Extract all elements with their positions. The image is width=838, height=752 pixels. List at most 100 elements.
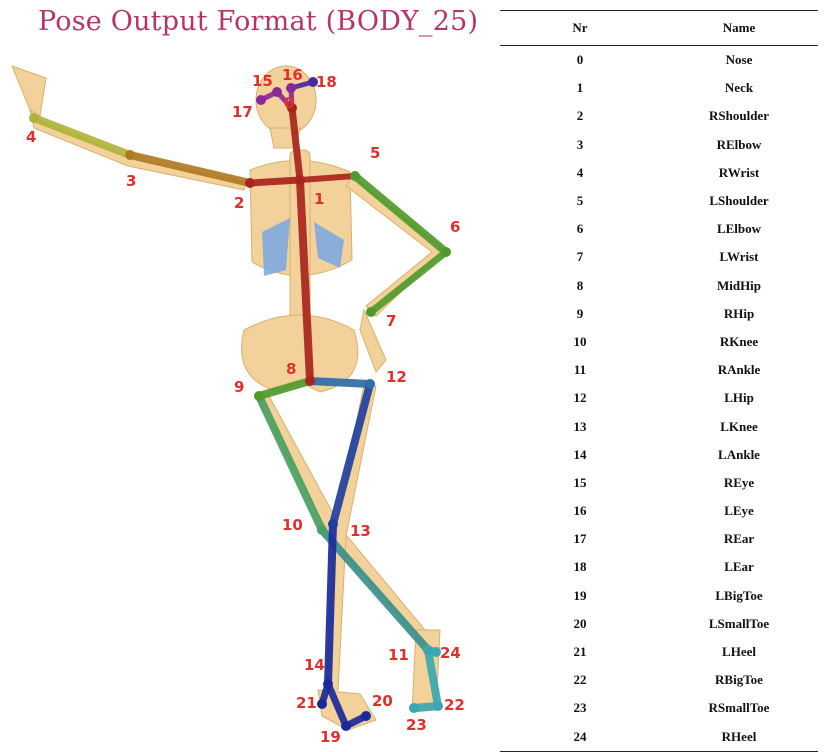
keypoint-number: 5 <box>576 193 584 209</box>
keypoint-name: LSmallToe <box>708 615 770 631</box>
keypoint-label: 22 <box>444 696 465 714</box>
keypoint-name: RBigToe <box>715 672 763 688</box>
keypoint-label: 14 <box>304 656 325 674</box>
limb-segment <box>255 377 314 400</box>
keypoint-marker <box>350 171 360 181</box>
keypoint-label: 21 <box>296 694 317 712</box>
keypoint-name: MidHip <box>716 277 762 293</box>
keypoint-name: RHip <box>723 305 755 321</box>
limb-segment <box>318 526 432 654</box>
keypoint-name: Neck <box>724 80 754 96</box>
table-row: 13 LKnee <box>500 412 818 440</box>
rib-highlight <box>262 218 344 276</box>
keypoint-marker <box>433 701 443 711</box>
keypoint-number: 12 <box>573 390 587 406</box>
keypoint-marker <box>431 647 441 657</box>
keypoint-label: 5 <box>370 144 380 162</box>
keypoint-name: RHeel <box>721 728 757 744</box>
table-row: 15 REye <box>500 469 818 497</box>
keypoint-label: 18 <box>316 73 337 91</box>
nr-column-header: Nr <box>572 20 588 35</box>
table-row: 14 LAnkle <box>500 441 818 469</box>
keypoints <box>29 77 451 731</box>
keypoint-marker <box>328 519 338 529</box>
keypoint-name: Nose <box>725 52 753 68</box>
keypoint-number: 3 <box>576 136 584 152</box>
keypoint-label: 0 <box>284 94 294 112</box>
keypoint-label: 6 <box>450 218 460 236</box>
keypoint-marker <box>317 699 327 709</box>
diagram-title: Pose Output Format (BODY_25) <box>38 6 479 37</box>
table-row: 17 REar <box>500 525 818 553</box>
keypoint-label: 2 <box>234 194 244 212</box>
keypoint-number: 9 <box>576 305 584 321</box>
table-row: 0 Nose <box>500 46 818 75</box>
limb-segment <box>297 173 358 183</box>
table-row: 20 LSmallToe <box>500 610 818 638</box>
table-row: 22 RBigToe <box>500 666 818 694</box>
keypoint-label: 7 <box>386 312 396 330</box>
keypoint-marker <box>341 721 351 731</box>
limb-segment <box>306 377 374 388</box>
keypoint-name: RWrist <box>718 164 760 180</box>
keypoint-marker <box>441 247 451 257</box>
keypoint-label: 19 <box>320 728 341 746</box>
limb-segment <box>329 380 374 528</box>
keypoint-name: RKnee <box>719 333 759 349</box>
table-row: 23 RSmallToe <box>500 694 818 722</box>
keypoint-name: LWrist <box>719 249 759 265</box>
keypoint-number: 21 <box>573 644 587 660</box>
table-row: 11 RAnkle <box>500 356 818 384</box>
keypoint-name: LEar <box>724 559 754 575</box>
keypoint-number: 0 <box>576 52 584 68</box>
limb-segment <box>351 172 450 256</box>
table-row: 18 LEar <box>500 553 818 581</box>
name-column-header: Name <box>722 20 756 35</box>
keypoint-name: LAnkle <box>718 446 760 462</box>
keypoint-name: RSmallToe <box>708 700 770 716</box>
keypoint-name: LKnee <box>720 418 758 434</box>
limb-segment <box>255 392 326 534</box>
keypoint-label: 3 <box>126 172 136 190</box>
table-row: 9 RHip <box>500 300 818 328</box>
keypoint-number: 16 <box>573 503 587 519</box>
limb-segments <box>30 79 450 730</box>
keypoint-marker <box>366 307 376 317</box>
keypoint-label: 4 <box>26 128 36 146</box>
keypoint-number: 7 <box>576 249 584 265</box>
keypoint-marker <box>125 150 135 160</box>
table-row: 24 RHeel <box>500 723 818 752</box>
table-row: 4 RWrist <box>500 159 818 187</box>
keypoint-marker <box>256 95 266 105</box>
keypoint-name: LEye <box>724 503 754 519</box>
keypoint-marker <box>323 679 333 689</box>
keypoint-number: 19 <box>573 587 587 603</box>
keypoint-marker <box>295 175 305 185</box>
table-row: 19 LBigToe <box>500 582 818 610</box>
keypoint-number: 14 <box>573 446 587 462</box>
keypoint-number: 20 <box>573 615 587 631</box>
keypoint-table: Nr Name 0 Nose 1 Neck 2 RShoulder 3 RElbow 4 RWri… <box>500 10 818 752</box>
keypoint-name: RElbow <box>716 136 762 152</box>
keypoint-number: 24 <box>573 728 587 744</box>
keypoint-name: LHeel <box>722 644 756 660</box>
keypoint-label: 10 <box>282 516 303 534</box>
limb-segment <box>288 104 304 184</box>
keypoint-marker <box>317 525 327 535</box>
keypoint-name: LShoulder <box>709 193 769 209</box>
limb-segment <box>324 520 337 688</box>
keypoint-number: 1 <box>576 80 584 96</box>
keypoint-marker <box>305 376 315 386</box>
keypoint-label: 20 <box>372 692 393 710</box>
keypoint-label: 24 <box>440 644 461 662</box>
keypoint-label: 12 <box>386 368 407 386</box>
keypoint-number: 4 <box>576 164 584 180</box>
keypoint-marker <box>286 83 296 93</box>
keypoint-label: 13 <box>350 522 371 540</box>
table-row: 2 RShoulder <box>500 102 818 130</box>
keypoint-name: REar <box>723 531 755 547</box>
keypoint-label: 9 <box>234 378 244 396</box>
keypoint-name: REye <box>723 474 755 490</box>
